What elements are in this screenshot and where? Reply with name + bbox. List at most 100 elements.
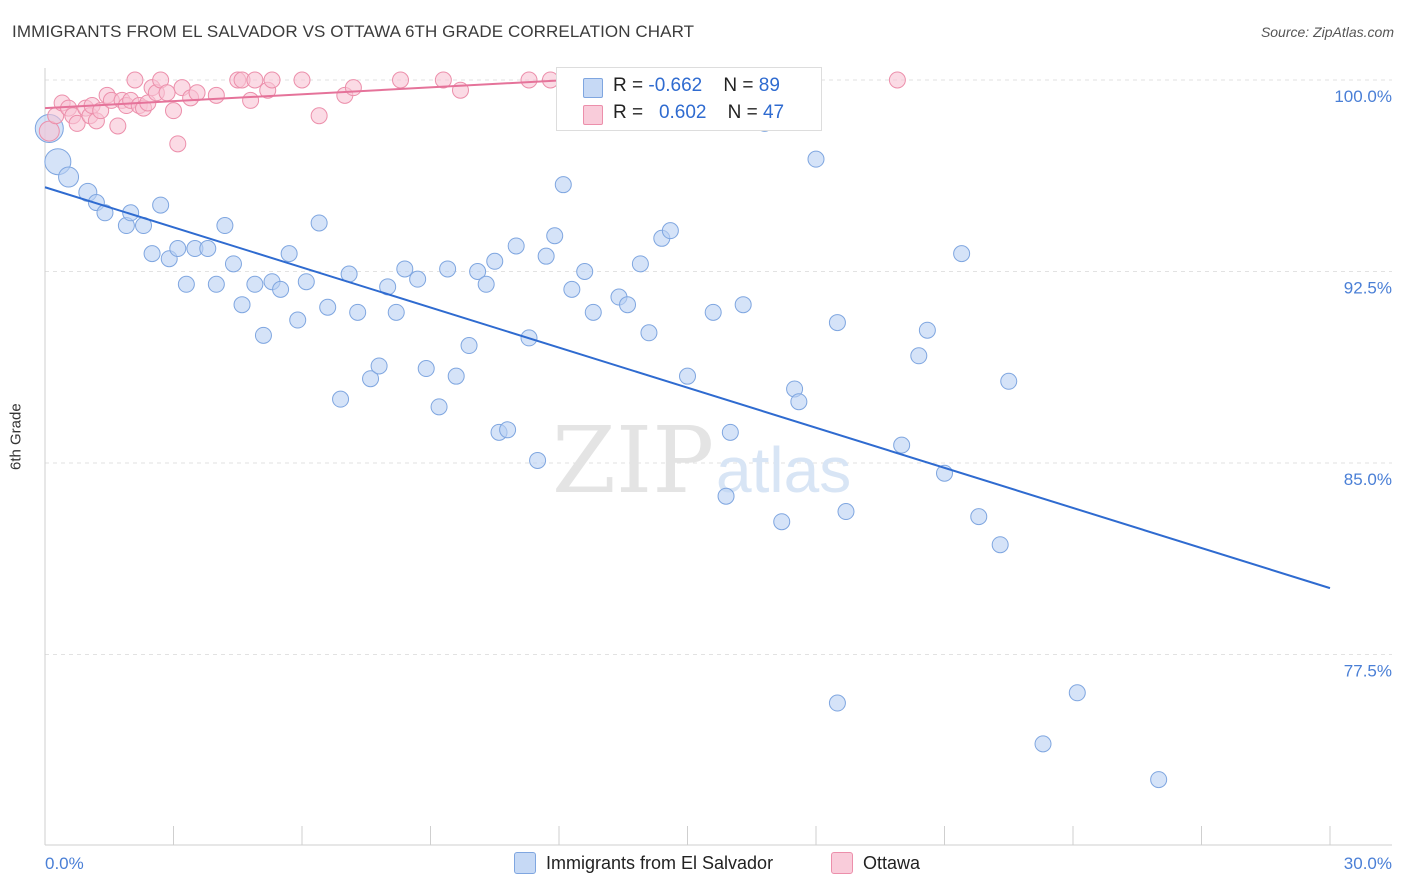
trend-lines (44, 79, 1331, 590)
el-salvador-point (661, 222, 679, 240)
watermark-atlas: atlas (716, 434, 851, 506)
el-salvador-point (529, 451, 547, 469)
el-salvador-point (499, 421, 517, 439)
el-salvador-point (991, 536, 1009, 554)
el-salvador-point (199, 240, 217, 258)
series-legend: Immigrants from El Salvador Ottawa (0, 852, 1406, 878)
el-salvador-point (563, 280, 581, 298)
el-salvador-point (439, 260, 457, 278)
chart-title: IMMIGRANTS FROM EL SALVADOR VS OTTAWA 6T… (12, 22, 695, 41)
el-salvador-point (631, 255, 649, 273)
legend-r-label: R = (613, 75, 649, 96)
el-salvador-point (554, 176, 572, 194)
el-salvador-point (272, 280, 290, 298)
watermark-zip: ZIP (552, 407, 714, 514)
ottawa-point (263, 71, 281, 89)
legend-r-label: R = (613, 102, 649, 123)
x-tick-label-min: 0.0% (45, 854, 84, 873)
data-points (34, 71, 1168, 789)
ottawa-point (165, 102, 182, 120)
el-salvador-point (332, 390, 350, 408)
el-salvador-point (790, 393, 808, 411)
y-tick-label: 85.0% (1344, 470, 1392, 489)
tick-labels: 100.0% 92.5% 85.0% 77.5% 0.0% 30.0% (45, 87, 1392, 873)
el-salvador-point (122, 204, 140, 222)
el-salvador-point (717, 487, 735, 505)
el-salvador-point (460, 337, 478, 355)
legend-n-value: 47 (762, 102, 785, 123)
el-salvador-trend-line (44, 186, 1331, 590)
el-salvador-point (177, 275, 195, 293)
el-salvador-point (828, 694, 846, 712)
el-salvador-point (828, 314, 846, 332)
el-salvador-point (721, 423, 739, 441)
el-salvador-point (96, 204, 114, 222)
el-salvador-point (807, 150, 825, 168)
ottawa-point (293, 71, 311, 89)
el-salvador-point (918, 321, 936, 339)
el-salvador-point (362, 370, 380, 388)
el-salvador-point (970, 508, 988, 526)
watermark: ZIP atlas (552, 407, 851, 514)
el-salvador-point (246, 275, 264, 293)
legend-r-value: 0.602 (658, 102, 707, 123)
el-salvador-point (619, 296, 637, 314)
el-salvador-point (679, 367, 696, 385)
ottawa-trend-line (44, 79, 568, 110)
el-salvador-point (507, 237, 525, 255)
legend-item-ottawa: Ottawa (831, 852, 920, 875)
ottawa-point (169, 135, 187, 153)
el-salvador-point (319, 298, 337, 316)
ottawa-point (109, 117, 127, 135)
legend-item-el-salvador: Immigrants from El Salvador (514, 852, 773, 875)
el-salvador-point (704, 303, 722, 321)
legend-swatch-pink (831, 852, 853, 875)
legend-swatch-blue (514, 852, 536, 875)
axes (44, 68, 1392, 846)
el-salvador-point (447, 367, 465, 385)
correlation-legend: R = -0.662 N = 89 R = 0.602 N = 47 (556, 67, 822, 131)
el-salvador-point (910, 347, 928, 365)
el-salvador-point (349, 303, 367, 321)
el-salvador-point (216, 217, 234, 235)
el-salvador-point (207, 275, 225, 293)
ottawa-point (310, 107, 328, 125)
el-salvador-point (734, 296, 752, 314)
el-salvador-point (254, 326, 272, 344)
el-salvador-point (430, 398, 448, 416)
el-salvador-point (546, 227, 564, 245)
ottawa-point (520, 71, 538, 89)
ottawa-point (344, 79, 362, 97)
el-salvador-point (837, 503, 855, 521)
y-tick-label: 92.5% (1344, 279, 1392, 298)
ottawa-point (434, 71, 452, 89)
el-salvador-point (169, 240, 187, 258)
el-salvador-point (143, 245, 161, 263)
legend-r-value: -0.662 (648, 75, 703, 96)
el-salvador-point (953, 245, 971, 263)
ottawa-point (888, 71, 906, 89)
el-salvador-point (477, 275, 495, 293)
gridlines (45, 79, 1392, 655)
legend-swatch-blue (583, 78, 603, 98)
ottawa-point (68, 114, 86, 132)
ottawa-point (242, 91, 260, 109)
el-salvador-point (58, 166, 80, 188)
y-tick-label: 100.0% (1334, 87, 1392, 106)
el-salvador-point (289, 311, 307, 329)
el-salvador-point (1068, 684, 1086, 702)
el-salvador-point (1000, 372, 1018, 390)
el-salvador-point (1034, 735, 1052, 753)
ottawa-point (92, 102, 110, 120)
legend-n-label: N = (727, 102, 763, 123)
el-salvador-point (640, 324, 658, 342)
el-salvador-point (584, 303, 602, 321)
el-salvador-point (280, 245, 298, 263)
el-salvador-point (370, 357, 388, 375)
el-salvador-point (310, 214, 328, 232)
ottawa-point (246, 71, 264, 89)
el-salvador-point (417, 360, 435, 378)
ottawa-point (207, 86, 225, 104)
legend-n-value: 89 (758, 75, 780, 96)
